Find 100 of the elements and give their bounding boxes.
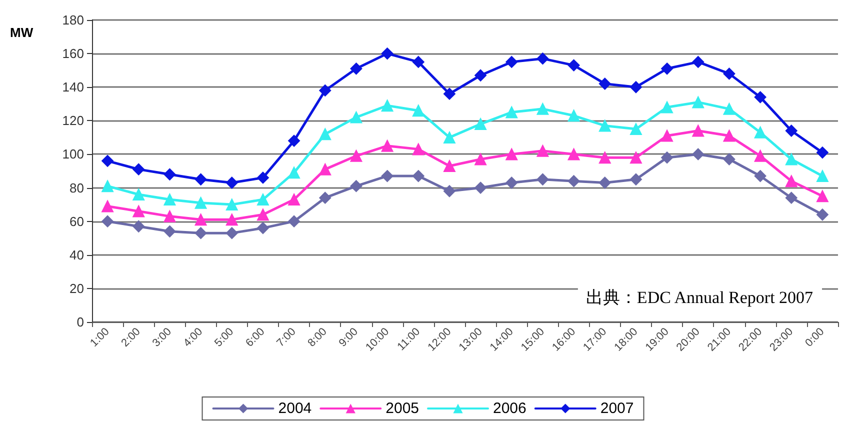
- point: [661, 152, 674, 164]
- point: [816, 208, 828, 221]
- point: [350, 111, 362, 124]
- point: [506, 106, 518, 118]
- point: [568, 148, 580, 160]
- point: [164, 225, 176, 238]
- x-tick-label: 0:00: [803, 326, 827, 350]
- y-tick-label: 180: [62, 12, 84, 28]
- point: [723, 130, 736, 142]
- point: [381, 170, 394, 182]
- y-axis-title: MW: [10, 25, 34, 40]
- x-tick-label: 6:00: [244, 326, 268, 350]
- y-tick-label: 160: [62, 46, 84, 62]
- point: [132, 220, 145, 232]
- point: [506, 56, 518, 68]
- y-tick-label: 140: [62, 80, 84, 95]
- point: [630, 81, 642, 94]
- point: [723, 153, 736, 166]
- point: [102, 200, 114, 212]
- x-tick-label: 5:00: [212, 326, 236, 350]
- point: [785, 153, 798, 166]
- point: [381, 100, 394, 112]
- point: [630, 152, 642, 164]
- x-tick-label: 7:00: [274, 326, 298, 350]
- point: [754, 126, 766, 138]
- point: [194, 227, 207, 240]
- y-tick-label: 100: [62, 146, 84, 162]
- point: [194, 214, 207, 226]
- point: [350, 180, 362, 192]
- point: [256, 208, 269, 221]
- point: [319, 84, 332, 96]
- point: [256, 194, 269, 206]
- point: [785, 192, 798, 204]
- point: [132, 188, 145, 200]
- point: [381, 140, 394, 152]
- point: [536, 102, 549, 115]
- point: [256, 172, 269, 184]
- point: [288, 215, 300, 228]
- point: [194, 196, 207, 209]
- point: [164, 210, 176, 222]
- point: [443, 185, 456, 198]
- point: [474, 118, 487, 130]
- point: [102, 154, 114, 167]
- point: [754, 150, 766, 162]
- point: [194, 173, 207, 186]
- point: [816, 190, 828, 202]
- point: [568, 175, 580, 188]
- point: [692, 96, 704, 108]
- point: [816, 146, 828, 159]
- legend-label: 2005: [386, 400, 420, 417]
- y-tick-label: 60: [70, 214, 84, 229]
- point: [692, 124, 704, 137]
- point: [319, 192, 332, 204]
- point: [288, 194, 300, 206]
- point: [132, 163, 145, 176]
- point: [443, 131, 456, 144]
- x-tick-label: 4:00: [181, 326, 206, 350]
- point: [536, 173, 549, 186]
- point: [288, 166, 300, 179]
- point: [474, 153, 487, 166]
- point: [164, 194, 176, 206]
- point: [785, 124, 798, 137]
- point: [785, 175, 798, 188]
- point: [102, 180, 114, 192]
- point: [536, 144, 549, 157]
- point: [598, 176, 611, 189]
- point: [319, 163, 332, 176]
- point: [754, 91, 766, 104]
- y-tick-label: 20: [70, 280, 84, 296]
- point: [256, 222, 269, 234]
- legend-label: 2007: [600, 400, 634, 417]
- x-tick-label: 1:00: [88, 326, 112, 350]
- point: [723, 102, 736, 115]
- point: [226, 198, 238, 211]
- legend-label: 2004: [278, 400, 312, 417]
- point: [630, 123, 642, 136]
- y-tick-label: 120: [62, 113, 84, 128]
- point: [132, 205, 145, 218]
- point: [754, 170, 766, 182]
- point: [692, 148, 704, 160]
- x-tick-label: 9:00: [336, 326, 360, 350]
- point: [412, 170, 424, 182]
- point: [474, 182, 487, 194]
- point: [412, 56, 424, 68]
- point: [661, 62, 674, 75]
- point: [506, 176, 518, 189]
- point: [412, 143, 424, 156]
- point: [723, 68, 736, 80]
- point: [226, 214, 238, 226]
- point: [630, 173, 642, 186]
- point: [568, 110, 580, 122]
- point: [443, 88, 456, 100]
- point: [598, 78, 611, 90]
- x-tick-label: 3:00: [150, 326, 174, 350]
- point: [226, 227, 238, 240]
- point: [288, 134, 300, 147]
- point: [568, 59, 580, 72]
- point: [536, 52, 549, 65]
- point: [661, 130, 674, 142]
- point: [164, 168, 176, 180]
